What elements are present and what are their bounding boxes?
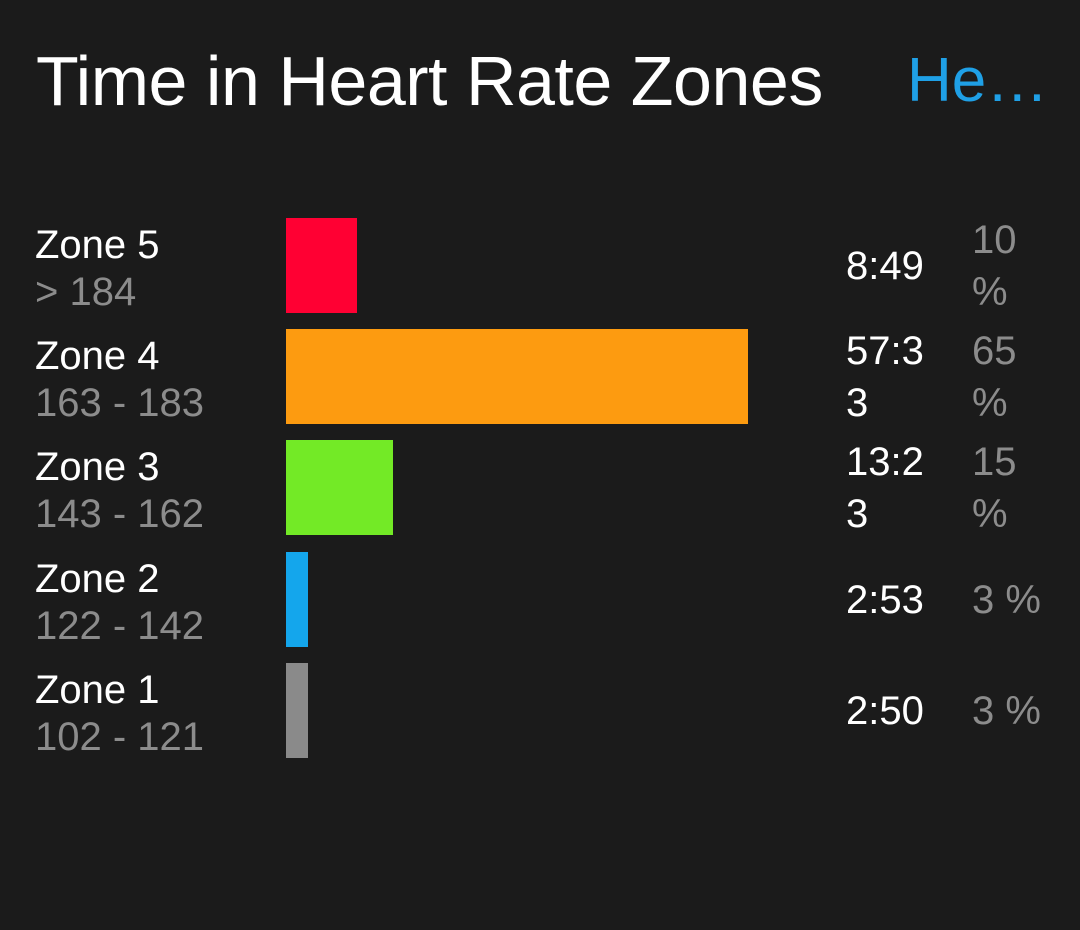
zone-time: 2:53 (846, 578, 924, 622)
zone-name: Zone 2 (35, 557, 160, 601)
zone-range: 122 - 142 (35, 604, 205, 648)
zone-percent: 15 % (972, 440, 1017, 536)
zone-name: Zone 3 (35, 445, 160, 489)
zone-percent: 65 % (972, 329, 1017, 425)
zone-time: 2:50 (846, 689, 924, 733)
zone-range: 102 - 121 (35, 715, 205, 759)
zone-range: > 184 (35, 270, 137, 314)
zone-row-2: Zone 2 122 - 142 2:53 3 % (0, 552, 1080, 648)
zone-row-1: Zone 1 102 - 121 2:50 3 % (0, 663, 1080, 759)
zone-row-4: Zone 4 163 - 183 57:33 65 % (0, 329, 1080, 425)
header: Time in Heart Rate Zones He… (36, 38, 1049, 128)
zone-bar (286, 552, 308, 647)
zone-bar-track (286, 329, 806, 424)
zone-bar-track (286, 552, 806, 647)
zone-percent: 3 % (972, 689, 1041, 733)
header-link[interactable]: He… (907, 46, 1049, 115)
zone-time: 57:33 (846, 329, 924, 425)
zone-name: Zone 5 (35, 223, 160, 267)
zone-bar-track (286, 440, 806, 535)
zone-row-3: Zone 3 143 - 162 13:23 15 % (0, 440, 1080, 536)
page-title: Time in Heart Rate Zones (36, 42, 823, 120)
zone-percent: 3 % (972, 578, 1041, 622)
zone-name: Zone 1 (35, 668, 160, 712)
zone-range: 163 - 183 (35, 381, 205, 425)
zone-percent: 10 % (972, 218, 1017, 314)
zone-bar (286, 663, 308, 758)
zone-name: Zone 4 (35, 334, 160, 378)
zone-bar-track (286, 663, 806, 758)
zone-time: 8:49 (846, 244, 924, 288)
zone-range: 143 - 162 (35, 492, 205, 536)
zone-row-5: Zone 5 > 184 8:49 10 % (0, 218, 1080, 314)
zone-bar (286, 218, 357, 313)
zone-bar (286, 329, 748, 424)
zone-time: 13:23 (846, 440, 924, 536)
zone-bar (286, 440, 393, 535)
zone-bar-track (286, 218, 806, 313)
